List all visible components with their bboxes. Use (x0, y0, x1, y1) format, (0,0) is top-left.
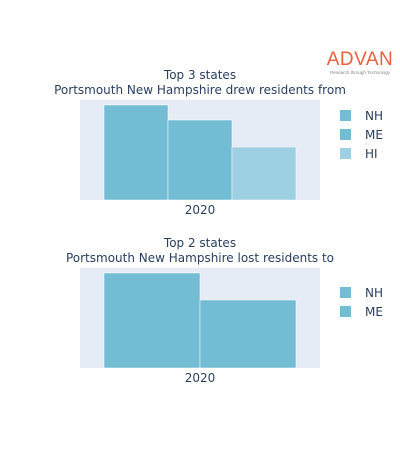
bar-hi (231, 146, 297, 201)
legend-swatch (340, 110, 351, 121)
chart-2-title-block: Top 2 states Portsmouth New Hampshire lo… (0, 236, 400, 266)
bar-me (167, 119, 233, 201)
legend-item-me[interactable]: ME (340, 125, 383, 144)
chart-2-subtitle: Portsmouth New Hampshire lost residents … (65, 251, 335, 265)
chart-2-plot (80, 268, 320, 369)
chart-1-x-tick: 2020 (184, 203, 216, 217)
legend-swatch (340, 287, 351, 298)
legend-label: HI (365, 146, 378, 161)
logo-wordmark: ADVAN (326, 49, 394, 70)
chart-2-title: Top 2 states (163, 236, 237, 250)
legend-label: NH (365, 108, 383, 123)
chart-2-legend: NH ME (340, 283, 383, 321)
chart-1-title: Top 3 states (163, 68, 237, 82)
legend-label: NH (365, 285, 383, 300)
chart-1-subtitle: Portsmouth New Hampshire drew residents … (54, 83, 346, 97)
bar-nh (103, 104, 169, 201)
legend-item-hi[interactable]: HI (340, 144, 383, 163)
legend-swatch (340, 148, 351, 159)
chart-2-x-tick: 2020 (184, 371, 216, 385)
logo-tagline: Research through Technology (330, 70, 390, 75)
chart-1-legend: NH ME HI (340, 106, 383, 163)
legend-item-nh[interactable]: NH (340, 106, 383, 125)
advan-logo: ADVAN Research through Technology (326, 49, 394, 76)
chart-1-plot (80, 100, 320, 201)
legend-label: ME (365, 127, 383, 142)
chart-1-title-block: Top 3 states Portsmouth New Hampshire dr… (0, 68, 400, 98)
legend-item-me[interactable]: ME (340, 302, 383, 321)
legend-swatch (340, 129, 351, 140)
bar-nh (103, 272, 201, 369)
legend-item-nh[interactable]: NH (340, 283, 383, 302)
bar-me (199, 299, 297, 369)
legend-label: ME (365, 304, 383, 319)
legend-swatch (340, 306, 351, 317)
